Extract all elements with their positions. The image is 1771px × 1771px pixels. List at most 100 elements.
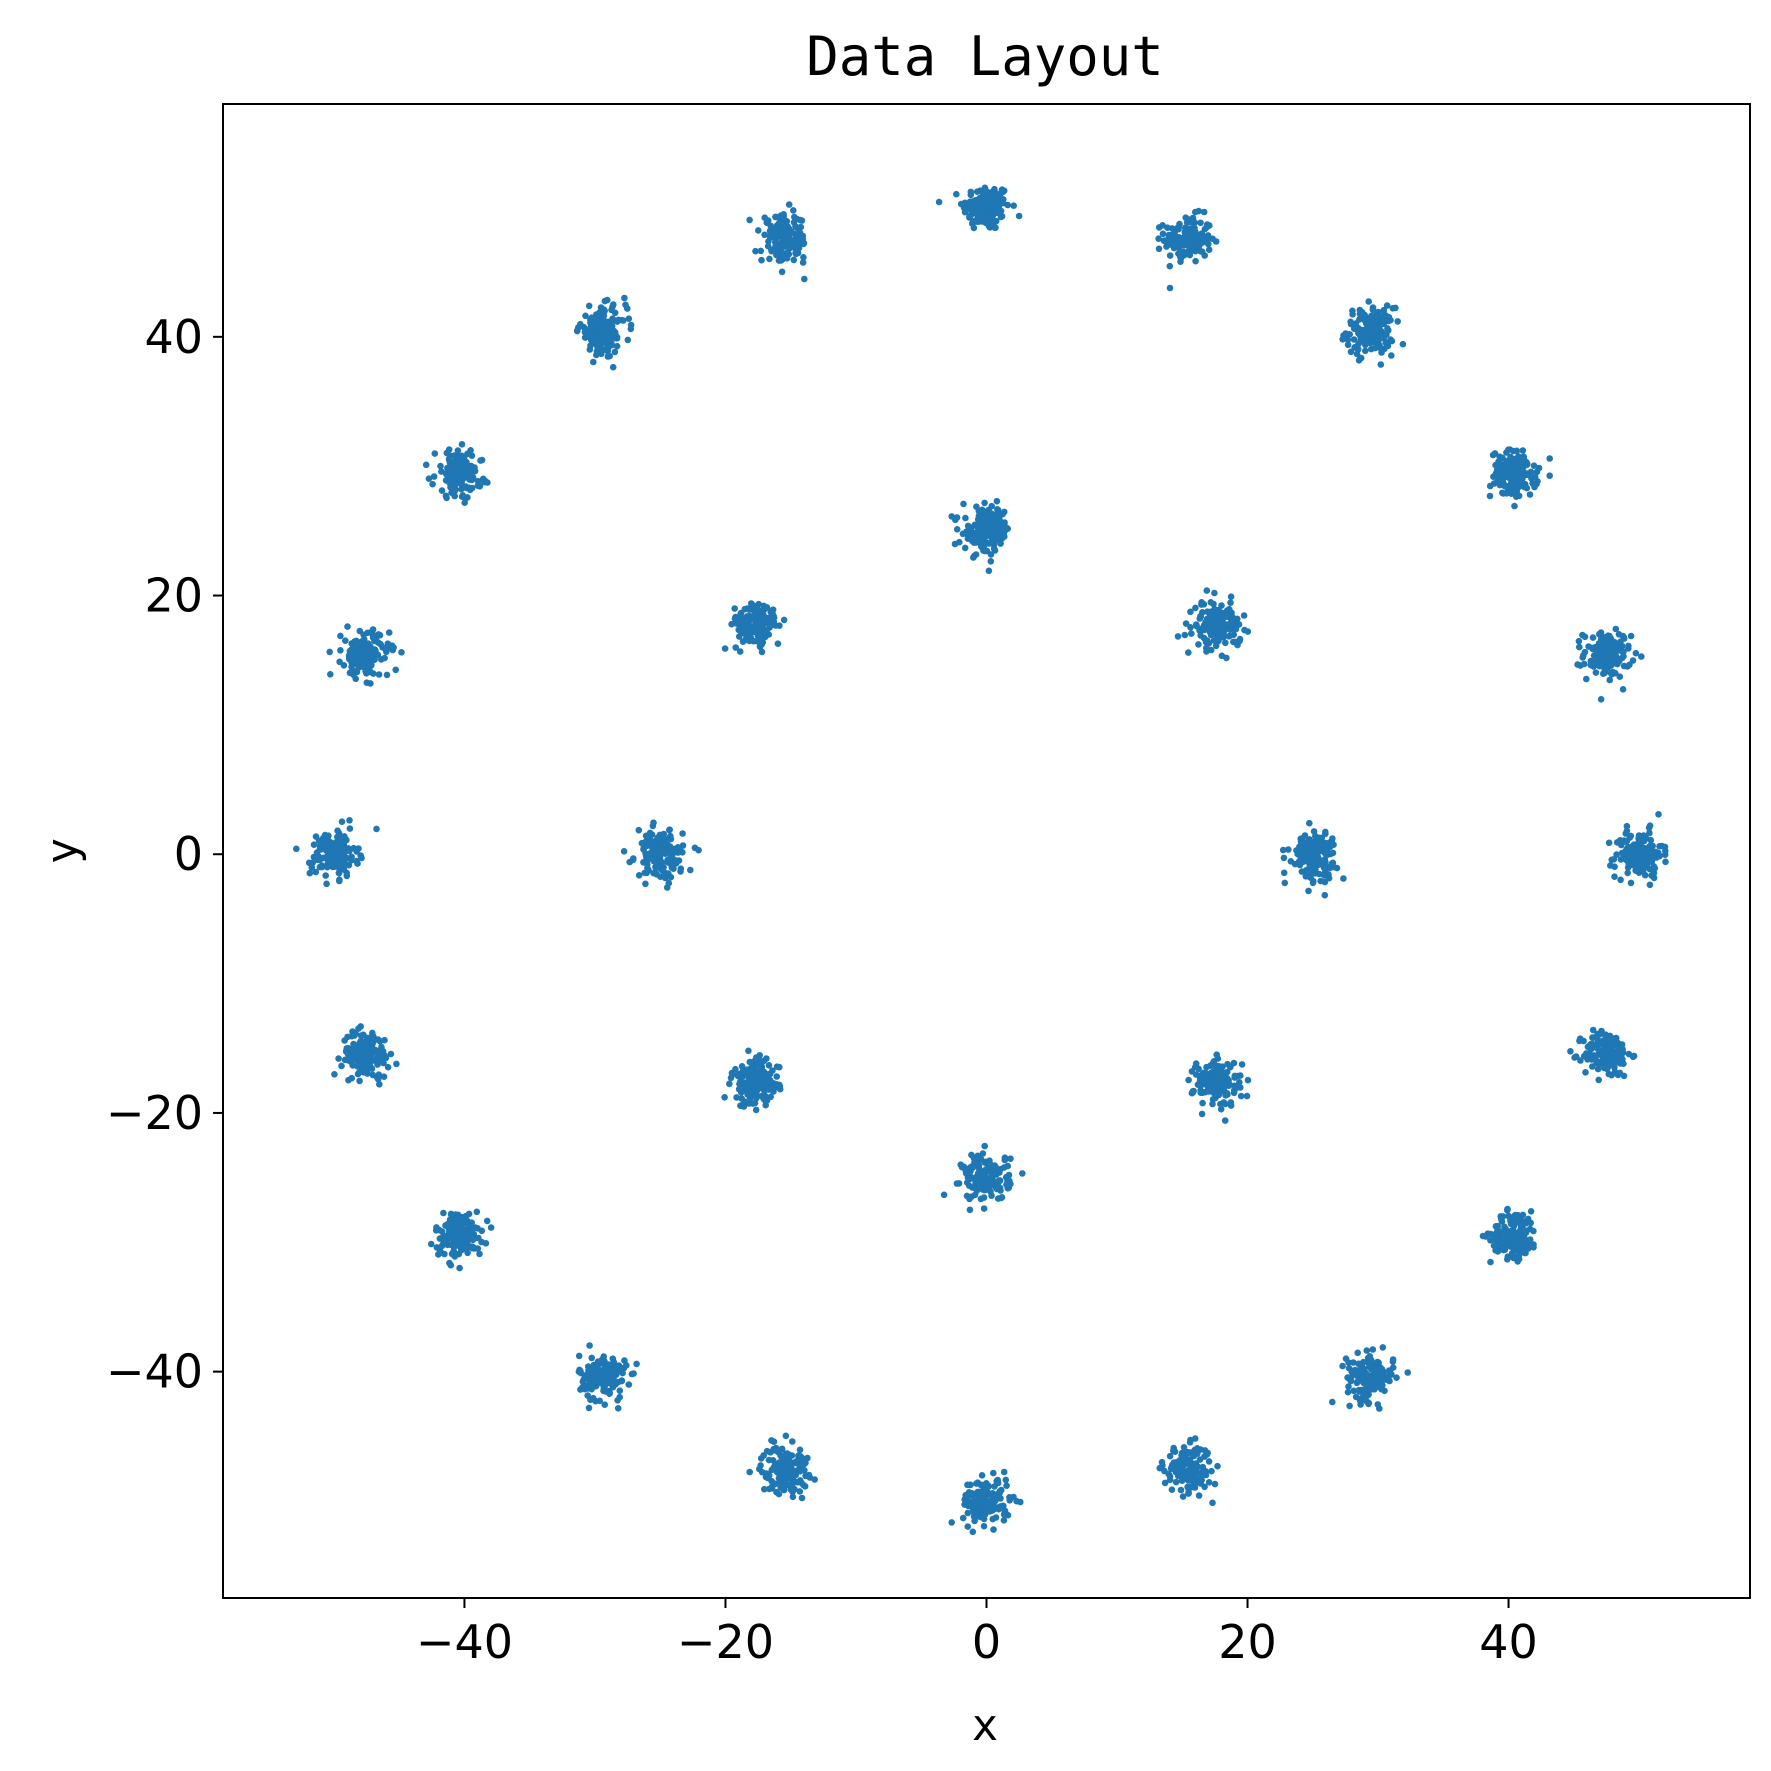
scatter-point [1371,344,1379,352]
scatter-point [780,218,788,225]
scatter-point [1210,1079,1218,1086]
scatter-point [1379,1344,1387,1351]
scatter-point [1188,630,1195,637]
scatter-point [1616,657,1623,665]
scatter-point [1237,1092,1245,1100]
scatter-point [1511,458,1518,466]
scatter-point [1186,1457,1194,1465]
scatter-point [1365,1399,1373,1407]
scatter-point [596,320,604,327]
scatter-point [1215,1073,1222,1081]
scatter-point [948,1519,955,1526]
scatter-point [768,1477,775,1485]
scatter-point [1635,832,1643,839]
scatter-point [623,1362,630,1369]
scatter-point [1595,1076,1602,1084]
scatter-point [1000,1468,1008,1476]
scatter-point [487,1224,495,1231]
scatter-point [348,646,355,653]
scatter-point [960,500,967,508]
scatter-point [1515,1252,1523,1259]
scatter-point [357,1032,365,1039]
scatter-point [457,477,465,485]
x-tick-label: 0 [972,1615,1001,1669]
scatter-point [1193,1445,1201,1452]
scatter-point [1612,625,1620,633]
scatter-point [1280,869,1288,877]
scatter-point [977,195,984,202]
scatter-point [792,233,800,240]
scatter-point [585,1404,593,1412]
scatter-point [1387,316,1394,324]
scatter-point [341,1056,349,1064]
scatter-point [362,1058,370,1066]
scatter-point [663,884,671,891]
scatter-point [1188,1472,1195,1479]
scatter-point [1600,670,1607,677]
scatter-point [1594,1034,1601,1042]
scatter-point [597,304,605,311]
scatter-point [679,830,686,837]
scatter-point [1377,361,1385,368]
scatter-point [383,671,391,679]
scatter-point [635,826,643,834]
scatter-point [454,447,462,454]
scatter-point [964,1481,971,1489]
scatter-point [661,869,669,877]
cluster-23 [1185,1051,1252,1124]
scatter-point [1222,639,1229,647]
scatter-point [1155,245,1163,253]
scatter-point [1347,318,1354,326]
scatter-point [1227,593,1235,600]
scatter-point [796,1468,804,1475]
scatter-point [463,1245,470,1253]
scatter-point [1605,839,1613,847]
scatter-point [1312,854,1319,862]
scatter-point [1217,1066,1225,1074]
scatter-point [581,1385,589,1393]
cluster-22 [1279,819,1347,899]
scatter-point [393,1060,400,1068]
scatter-point [1200,622,1208,629]
scatter-point [1189,1452,1197,1460]
scatter-point [779,237,786,244]
scatter-point [1650,863,1658,870]
scatter-point [760,1086,767,1093]
scatter-point [978,543,985,550]
scatter-point [677,865,685,872]
scatter-point [1353,326,1360,333]
scatter-point [1299,845,1306,853]
scatter-point [1234,641,1241,649]
scatter-point [666,846,674,854]
scatter-point [1208,1467,1215,1475]
scatter-point [746,1084,753,1091]
scatter-point [968,1174,976,1182]
scatter-point [1185,1076,1192,1084]
scatter-point [1366,1374,1373,1381]
scatter-point [983,511,990,518]
scatter-point [1656,843,1663,850]
scatter-point [1489,451,1497,459]
scatter-point [1198,1476,1205,1484]
scatter-point [765,631,772,638]
scatter-point [1378,1365,1386,1373]
scatter-point [1662,847,1669,855]
scatter-point [387,1050,395,1058]
scatter-point [308,864,316,871]
scatter-point [980,1515,988,1523]
scatter-point [1355,357,1363,364]
scatter-point [451,452,458,459]
scatter-point [1360,1392,1367,1399]
cluster-25 [721,1047,784,1114]
scatter-point [312,868,320,876]
scatter-point [777,1484,784,1491]
scatter-point [1506,471,1513,479]
scatter-point [657,873,664,880]
scatter-point [334,827,341,834]
scatter-point [650,819,657,826]
scatter-point [981,1142,988,1150]
scatter-point [1177,1486,1185,1494]
scatter-point [1192,247,1199,255]
scatter-point [783,1450,790,1457]
scatter-point [1359,1374,1366,1382]
